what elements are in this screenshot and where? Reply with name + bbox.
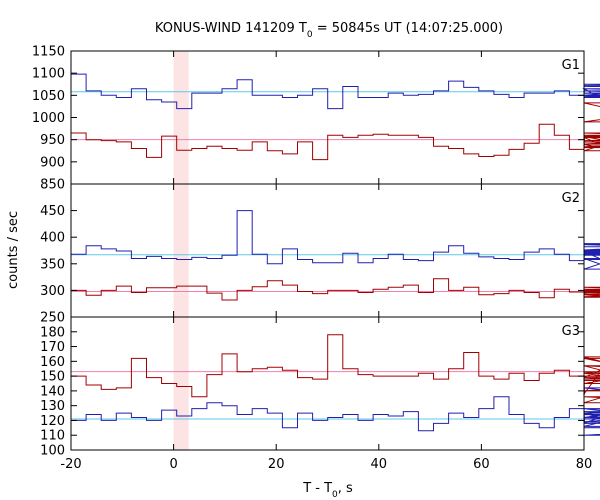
y-tick-label-G2: 250 — [40, 311, 65, 326]
x-tick-label: -20 — [60, 457, 81, 472]
y-tick-label-G1: 900 — [40, 155, 65, 170]
x-axis-label: T - T0, s — [302, 481, 353, 500]
y-tick-label-G1: 1150 — [32, 45, 65, 60]
x-tick-label: 40 — [371, 457, 388, 472]
x-tick-label: 60 — [473, 457, 490, 472]
red-histogram-G1 — [71, 102, 600, 161]
red-histogram-G2 — [71, 278, 600, 301]
y-tick-label-G3: 100 — [40, 444, 65, 459]
y-tick-label-G2: 450 — [40, 204, 65, 219]
panel-frame-G1 — [70, 50, 585, 185]
y-tick-label-G3: 140 — [40, 384, 65, 399]
y-tick-label-G1: 850 — [40, 178, 65, 193]
plot-area: 8509009501000105011001150G12503003504004… — [32, 45, 600, 472]
y-tick-label-G3: 170 — [40, 340, 65, 355]
highlight-band-G1 — [173, 51, 189, 184]
y-tick-label-G1: 1050 — [32, 89, 65, 104]
panel-frame-G3 — [70, 316, 585, 451]
x-tick-label: 80 — [576, 457, 593, 472]
chart-title: KONUS-WIND 141209 T0 = 50845s UT (14:07:… — [155, 21, 503, 40]
blue-histogram-G2 — [71, 210, 600, 270]
red-histogram-G3 — [71, 334, 600, 404]
x-tick-label: 20 — [268, 457, 285, 472]
y-tick-label-G3: 180 — [40, 325, 65, 340]
y-tick-label-G3: 120 — [40, 414, 65, 429]
y-tick-label-G3: 130 — [40, 399, 65, 414]
y-tick-label-G2: 350 — [40, 257, 65, 272]
y-tick-label-G3: 160 — [40, 355, 65, 370]
highlight-band-G3 — [173, 317, 189, 450]
y-tick-label-G2: 300 — [40, 284, 65, 299]
y-tick-label-G1: 1000 — [32, 111, 65, 126]
panel-label-G2: G2 — [562, 191, 580, 206]
y-axis-label: counts / sec — [6, 211, 21, 289]
y-tick-label-G1: 950 — [40, 133, 65, 148]
blue-histogram-G1 — [71, 73, 600, 110]
y-tick-label-G3: 110 — [40, 429, 65, 444]
y-tick-label-G2: 400 — [40, 231, 65, 246]
y-tick-label-G1: 1100 — [32, 67, 65, 82]
panel-label-G3: G3 — [562, 324, 580, 339]
panel-frame-G2 — [70, 183, 585, 318]
panel-label-G1: G1 — [562, 58, 580, 73]
blue-histogram-G3 — [71, 387, 600, 436]
highlight-band-G2 — [173, 184, 189, 317]
x-tick-label: 0 — [169, 457, 177, 472]
y-tick-label-G3: 150 — [40, 370, 65, 385]
